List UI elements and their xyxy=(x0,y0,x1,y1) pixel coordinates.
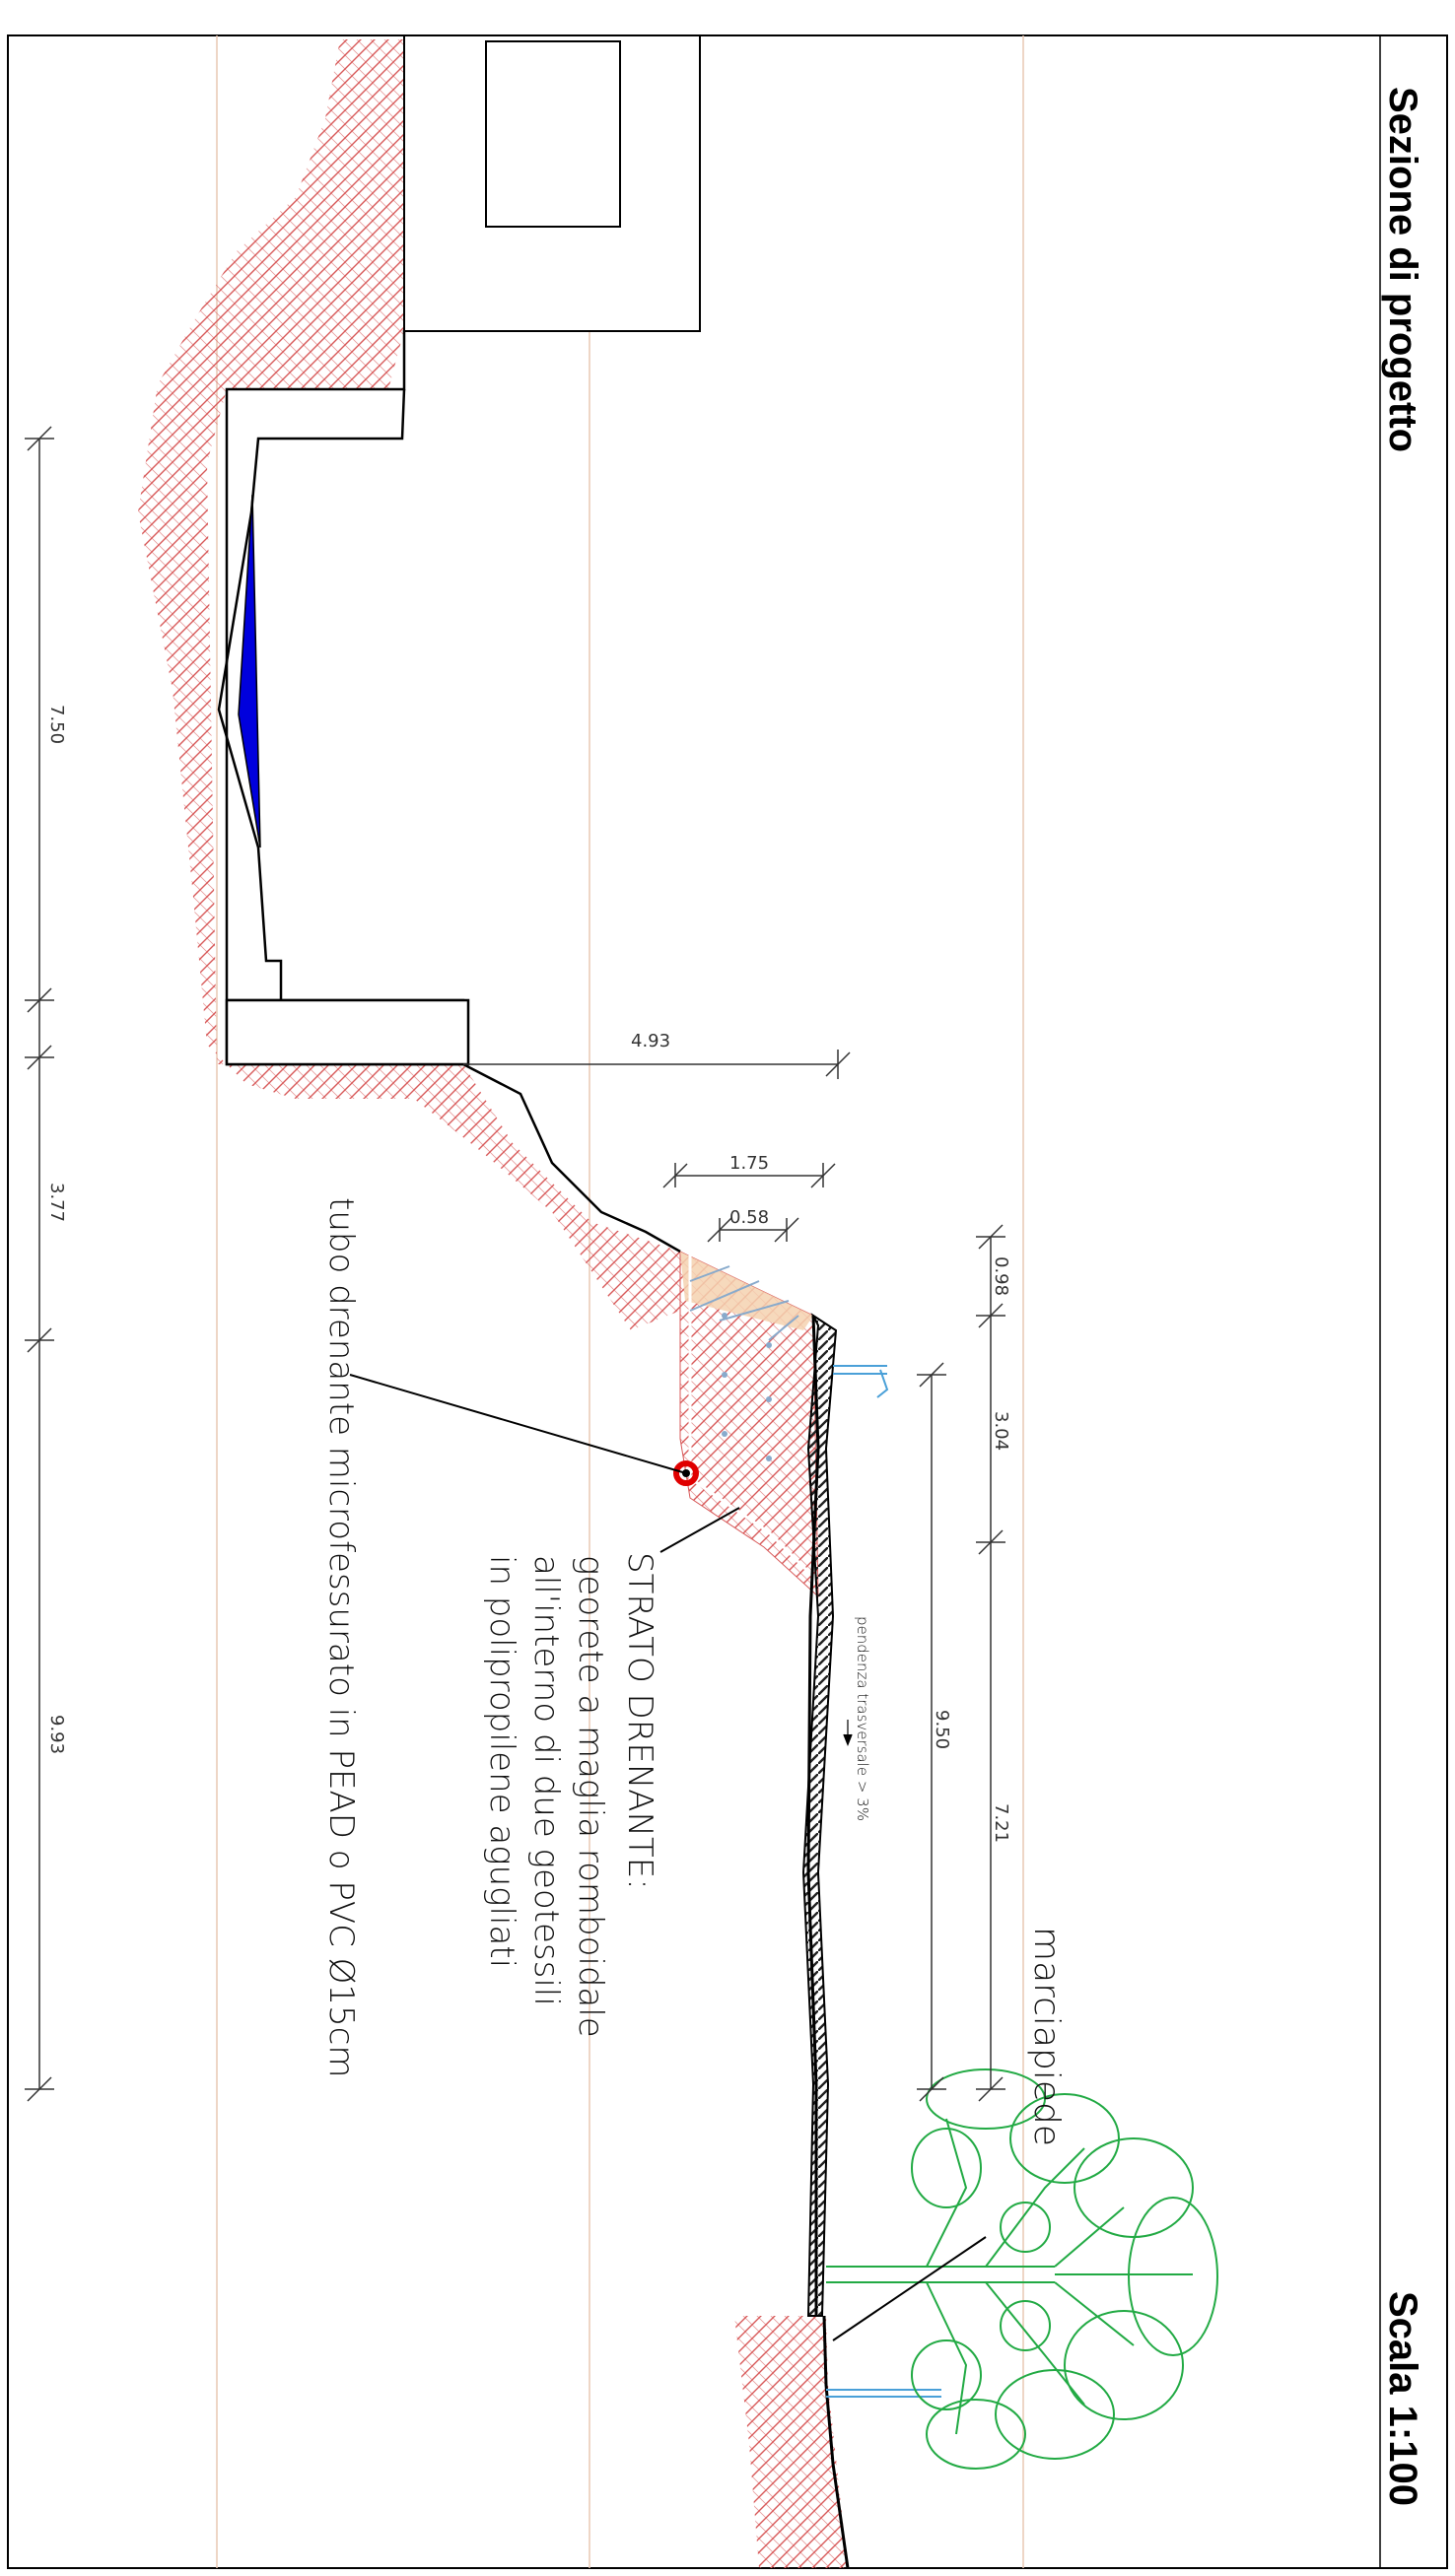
dim-wall: 4.93 xyxy=(631,1031,670,1051)
page-title: Sezione di progetto xyxy=(1381,87,1424,452)
dim-road: 9.50 xyxy=(932,1710,952,1749)
building-window xyxy=(486,41,620,227)
drain-layer-title: STRATO DRENANTE: xyxy=(620,1552,659,1890)
drain-layer-line-3: in polipropilene agugliati xyxy=(482,1555,521,1968)
dimension-lines xyxy=(25,427,1005,2340)
dim-slope-small: 0.98 xyxy=(991,1256,1011,1296)
dim-left-2: 3.77 xyxy=(46,1183,67,1222)
drain-layer-line-1: georete a maglia romboidale xyxy=(571,1555,610,2038)
retaining-wall xyxy=(227,330,463,1064)
pipe-note: tubo drenante microfessurato in PEAD o P… xyxy=(321,1197,361,2078)
sidewalk-note: marciapiede xyxy=(1026,1927,1067,2146)
dim-drain-outer: 1.75 xyxy=(729,1153,769,1174)
drain-layer-line-2: all'interno di due geotessili xyxy=(526,1555,566,2006)
tree-icon xyxy=(826,2069,1217,2469)
railing-top xyxy=(833,1366,887,1397)
dim-left-1: 7.50 xyxy=(46,705,67,744)
slope-note: pendenza trasversale > 3% xyxy=(854,1616,871,1821)
scale-label: Scala 1:100 xyxy=(1381,2291,1424,2506)
dim-drain-inner: 0.58 xyxy=(729,1207,769,1228)
wall-base xyxy=(227,1000,468,1064)
railing-bottom xyxy=(826,2390,941,2397)
dim-slope-long: 7.21 xyxy=(991,1803,1011,1843)
dim-left-3: 9.93 xyxy=(46,1715,67,1754)
dim-slope-mid: 3.04 xyxy=(991,1411,1011,1451)
